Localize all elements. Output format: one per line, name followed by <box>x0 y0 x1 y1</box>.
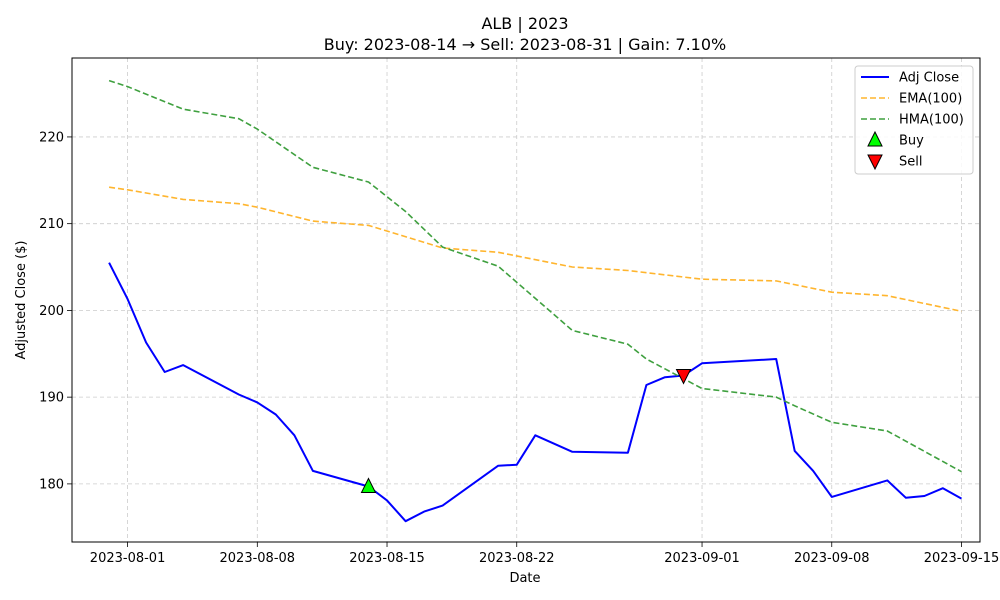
legend-label: Buy <box>899 134 924 149</box>
legend: Adj Close EMA(100) HMA(100) Buy Sell <box>854 65 974 175</box>
buy-marker <box>360 477 377 493</box>
legend-marker <box>867 130 883 147</box>
y-axis-label: Adjusted Close ($) <box>14 241 29 360</box>
series-line-adj-close <box>108 262 962 523</box>
sell-marker <box>675 368 692 385</box>
x-tick-label: 2023-08-22 <box>479 551 555 566</box>
series-lines <box>108 79 962 523</box>
chart-subtitle: Buy: 2023-08-14 → Sell: 2023-08-31 | Gai… <box>324 35 726 54</box>
chart-title: ALB | 2023 <box>481 14 568 33</box>
x-tick-label: 2023-08-15 <box>349 551 425 566</box>
plot-frame <box>71 57 981 543</box>
x-tick-label: 2023-08-08 <box>220 551 296 566</box>
x-axis-label: Date <box>509 571 540 586</box>
legend-label: Adj Close <box>899 71 959 86</box>
legend-label: EMA(100) <box>899 92 962 107</box>
legend-label: HMA(100) <box>899 113 964 128</box>
series-line-hma-100 <box>108 79 962 473</box>
x-tick-label: 2023-09-01 <box>664 551 740 566</box>
legend-label: Sell <box>899 155 922 170</box>
y-tick-label: 220 <box>39 130 64 145</box>
legend-marker <box>867 154 883 171</box>
y-tick-label: 190 <box>39 391 64 406</box>
y-tick-label: 210 <box>39 217 64 232</box>
trade-markers <box>360 368 692 493</box>
x-tick-label: 2023-08-01 <box>90 551 166 566</box>
axes: 2023-08-01 2023-08-08 2023-08-15 2023-08-22… <box>39 57 1000 566</box>
y-tick-label: 200 <box>39 304 64 319</box>
x-tick-label: 2023-09-15 <box>924 551 1000 566</box>
x-tick-label: 2023-09-08 <box>794 551 870 566</box>
grid <box>72 58 980 542</box>
legend-box <box>854 65 974 175</box>
series-line-ema-100 <box>108 186 962 313</box>
y-tick-label: 180 <box>39 477 64 492</box>
